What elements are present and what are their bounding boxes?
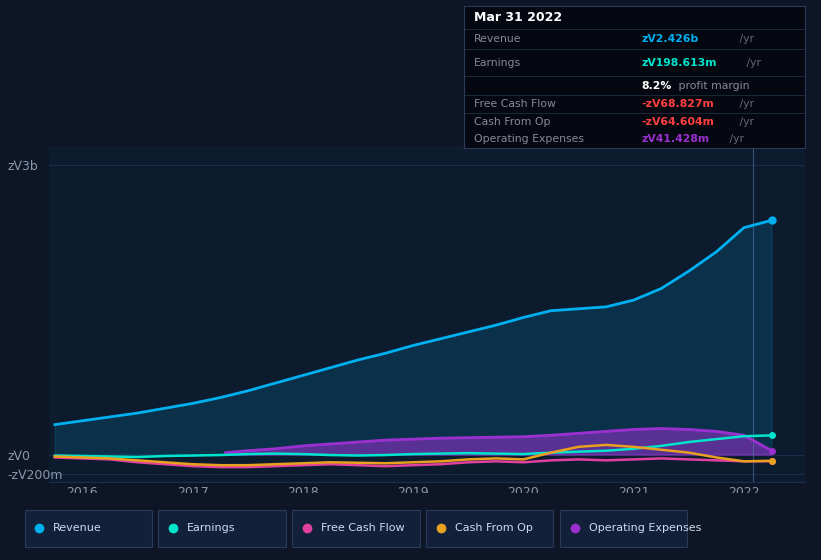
FancyBboxPatch shape xyxy=(560,510,687,547)
Text: Operating Expenses: Operating Expenses xyxy=(589,523,701,533)
Text: /yr: /yr xyxy=(743,58,761,68)
Text: 8.2%: 8.2% xyxy=(641,81,672,91)
Text: Earnings: Earnings xyxy=(187,523,236,533)
Text: /yr: /yr xyxy=(736,99,754,109)
Text: Free Cash Flow: Free Cash Flow xyxy=(321,523,405,533)
Text: zᐯ198.613m: zᐯ198.613m xyxy=(641,58,717,68)
FancyBboxPatch shape xyxy=(158,510,286,547)
Text: Cash From Op: Cash From Op xyxy=(474,117,551,127)
FancyBboxPatch shape xyxy=(426,510,553,547)
Text: Earnings: Earnings xyxy=(474,58,521,68)
Text: Cash From Op: Cash From Op xyxy=(455,523,533,533)
Text: zᐯ2.426b: zᐯ2.426b xyxy=(641,34,699,44)
Text: Mar 31 2022: Mar 31 2022 xyxy=(474,11,562,24)
Text: profit margin: profit margin xyxy=(675,81,750,91)
Text: /yr: /yr xyxy=(736,117,754,127)
Text: Revenue: Revenue xyxy=(474,34,521,44)
Text: /yr: /yr xyxy=(736,34,754,44)
Text: /yr: /yr xyxy=(727,134,744,144)
Text: -zᐯ64.604m: -zᐯ64.604m xyxy=(641,117,714,127)
Text: Free Cash Flow: Free Cash Flow xyxy=(474,99,556,109)
Text: zᐯ41.428m: zᐯ41.428m xyxy=(641,134,709,144)
Text: Revenue: Revenue xyxy=(53,523,102,533)
Text: Operating Expenses: Operating Expenses xyxy=(474,134,584,144)
FancyBboxPatch shape xyxy=(292,510,420,547)
FancyBboxPatch shape xyxy=(25,510,152,547)
Text: -zᐯ68.827m: -zᐯ68.827m xyxy=(641,99,713,109)
